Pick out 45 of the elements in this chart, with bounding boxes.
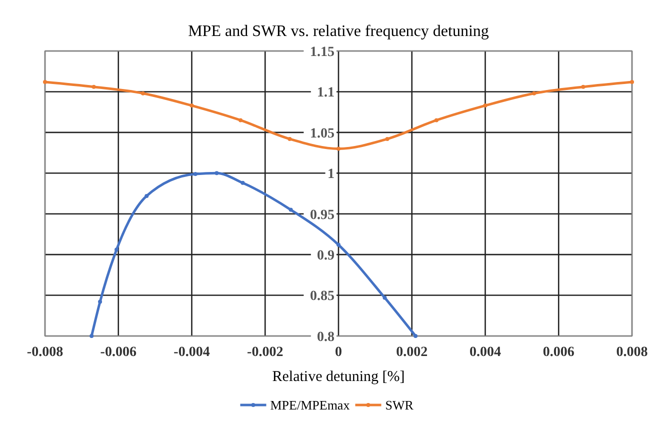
point	[193, 172, 198, 176]
y-tick-label: 1.1	[317, 86, 334, 101]
point	[414, 334, 418, 338]
x-tick-label: -0.008	[26, 345, 64, 360]
point	[190, 104, 194, 108]
x-tick-label: -0.002	[247, 345, 284, 360]
legend-label: SWR	[385, 398, 414, 413]
y-tick-label: 0.85	[310, 289, 334, 304]
y-tick-label: 1.05	[310, 126, 334, 142]
point	[140, 91, 145, 96]
x-tick-label: 0.006	[542, 345, 574, 360]
point	[43, 80, 47, 84]
y-tick-label: 0.95	[310, 208, 334, 223]
x-axis-title: Relative detuning [%]	[272, 369, 405, 385]
point	[288, 208, 293, 212]
point	[385, 136, 390, 141]
point	[434, 118, 438, 122]
point	[98, 300, 102, 304]
legend-label: MPE/MPEmax	[270, 398, 350, 413]
x-tick-label: 0.002	[396, 345, 428, 360]
x-tick-label: 0	[335, 345, 342, 360]
y-tick-label: 0.8	[317, 330, 334, 345]
point	[382, 296, 387, 300]
point	[288, 136, 292, 141]
y-tick-label: 1.15	[310, 44, 334, 60]
point	[114, 248, 119, 252]
x-tick-label: 0.008	[616, 345, 648, 360]
point	[581, 84, 586, 89]
point	[532, 91, 536, 96]
point	[630, 80, 634, 84]
point	[238, 118, 243, 122]
point	[240, 180, 245, 185]
point	[92, 84, 96, 89]
point	[144, 194, 149, 198]
point	[336, 242, 340, 247]
point	[336, 146, 340, 151]
x-tick-label: -0.004	[174, 345, 210, 360]
x-tick-label: -0.006	[100, 345, 136, 360]
point	[214, 171, 219, 176]
chart-title: MPE and SWR vs. relative frequency detuning	[188, 23, 489, 40]
y-tick-label: 0.9	[317, 248, 334, 264]
point	[90, 334, 94, 338]
x-tick-label: 0.004	[470, 345, 501, 360]
point	[483, 104, 488, 108]
y-tick-label: 1	[328, 167, 334, 182]
